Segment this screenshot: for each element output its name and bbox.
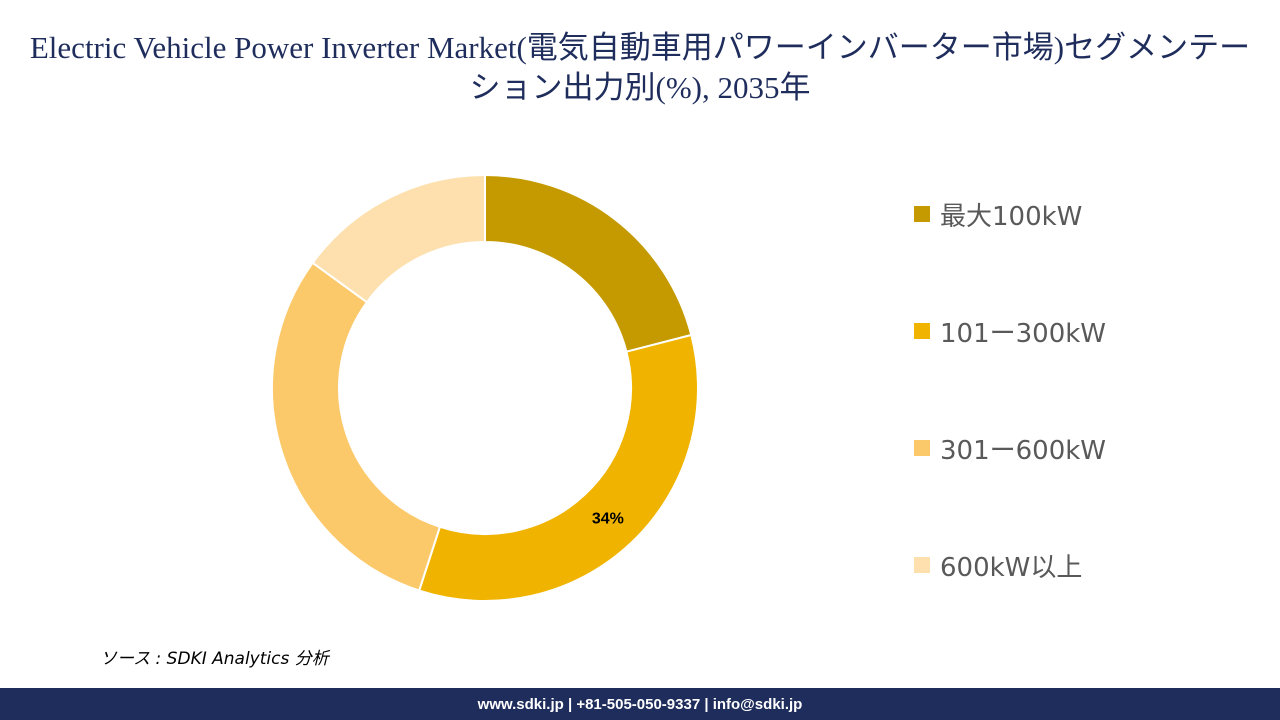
legend-item: 最大100kW bbox=[914, 190, 1234, 238]
donut-slice bbox=[484, 173, 693, 353]
legend-swatch bbox=[914, 323, 930, 339]
legend-swatch bbox=[914, 440, 930, 456]
footer-bar: www.sdki.jp | +81-505-050-9337 | info@sd… bbox=[0, 688, 1280, 720]
legend-label: 600kW以上 bbox=[940, 552, 1083, 583]
legend-item: 101ー300kW bbox=[914, 307, 1234, 355]
legend-label: 301ー600kW bbox=[940, 435, 1107, 466]
legend-swatch bbox=[914, 206, 930, 222]
legend-item: 600kW以上 bbox=[914, 541, 1234, 589]
legend-item: 301ー600kW bbox=[914, 424, 1234, 472]
footer-contact: www.sdki.jp | +81-505-050-9337 | info@sd… bbox=[477, 695, 803, 713]
donut-chart: 34% bbox=[271, 173, 699, 602]
donut-slice bbox=[311, 173, 486, 304]
legend-label: 101ー300kW bbox=[940, 318, 1107, 349]
slice-data-label: 34% bbox=[592, 510, 624, 527]
legend-label: 最大100kW bbox=[940, 201, 1083, 232]
donut-slice bbox=[417, 333, 699, 602]
source-note: ソース : SDKI Analytics 分析 bbox=[100, 649, 329, 669]
donut-slice bbox=[271, 261, 442, 592]
chart-title: Electric Vehicle Power Inverter Market(電… bbox=[29, 30, 1251, 105]
legend-swatch bbox=[914, 557, 930, 573]
